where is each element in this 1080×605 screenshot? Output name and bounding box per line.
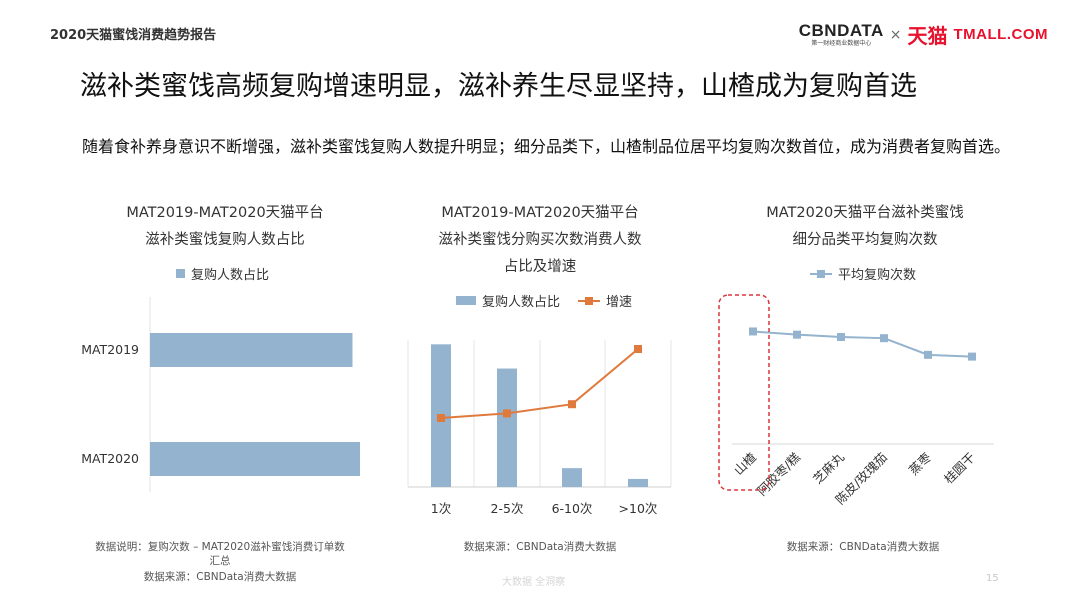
chart2-title-line2: 滋补类蜜饯分购买次数消费人数 <box>438 232 642 248</box>
chart3-note: 数据来源：CBNData消费大数据 <box>786 541 940 553</box>
chart1-title: MAT2019-MAT2020天猫平台 滋补类蜜饯复购人数占比 <box>60 200 390 254</box>
chart2-bar-2 <box>562 468 582 487</box>
chart3-point-4 <box>924 350 932 359</box>
chart1-legend: 复购人数占比 <box>176 264 269 283</box>
chart2-legend-line-label: 增速 <box>606 295 633 310</box>
description: 随着食补养身意识不断增强，滋补类蜜饯复购人数提升明显；细分品类下，山楂制品位居平… <box>82 137 1011 156</box>
chart2-category-label-1: 2-5次 <box>491 501 524 516</box>
chart1-category-label-0: MAT2019 <box>81 342 139 357</box>
chart2-bar-1 <box>497 368 517 487</box>
chart3-category-label-4: 蒸枣 <box>906 449 935 478</box>
chart3-legend-label: 平均复购次数 <box>838 268 917 283</box>
chart2-growth-point-2 <box>568 400 576 409</box>
chart1-bar-0 <box>150 333 353 367</box>
chart1-legend-swatch <box>176 269 185 278</box>
report-title: 2020天猫蜜饯消费趋势报告 <box>50 28 217 43</box>
chart3-title-line1: MAT2020天猫平台滋补类蜜饯 <box>766 205 964 221</box>
chart3-legend: 平均复购次数 <box>810 264 916 283</box>
chart3-point-2 <box>837 333 845 342</box>
chart2-growth-point-1 <box>503 409 511 418</box>
chart3-title-line2: 细分品类平均复购次数 <box>792 232 938 248</box>
chart2-legend-bar-swatch <box>456 296 476 305</box>
chart2-growth-point-0 <box>437 414 445 422</box>
chart1-note: 数据说明：复购次数 – MAT2020滋补蜜饯消费订单数 汇总 数据来源：CBN… <box>70 540 370 584</box>
logo-cross: × <box>889 26 902 43</box>
chart3-category-label-2: 芝麻丸 <box>810 449 847 486</box>
logo: CBNDATA 第一财经商业数据中心 × 天猫 TMALL.COM <box>799 20 1048 49</box>
chart3-category-label-1: 阿胶枣/糕 <box>754 449 803 498</box>
chart3-point-3 <box>880 334 888 343</box>
chart2-title-line3: 占比及增速 <box>503 259 577 275</box>
chart2-category-label-2: 6-10次 <box>552 501 593 516</box>
main-title: 滋补类蜜饯高频复购增速明显，滋补养生尽显坚持，山楂成为复购首选 <box>80 71 917 102</box>
chart2-legend-line-swatch <box>578 296 601 305</box>
chart2-note: 数据来源：CBNData消费大数据 <box>463 541 617 553</box>
cbndata-logo-text: CBNDATA <box>798 21 884 40</box>
tmall-logo-en: TMALL.COM <box>953 26 1048 43</box>
chart3-point-0 <box>749 327 757 336</box>
chart2-legend-bar-label: 复购人数占比 <box>482 295 561 310</box>
chart3-category-label-0: 山楂 <box>731 449 760 478</box>
chart3-legend-line-swatch <box>810 269 832 278</box>
chart1-title-line1: MAT2019-MAT2020天猫平台 <box>126 205 324 221</box>
chart2-title: MAT2019-MAT2020天猫平台 滋补类蜜饯分购买次数消费人数 占比及增速 <box>380 200 700 281</box>
chart3-highlight-box <box>718 294 770 491</box>
chart3-category-label-5: 桂圆干 <box>941 450 978 487</box>
cbndata-logo: CBNDATA 第一财经商业数据中心 <box>799 22 884 47</box>
cbndata-logo-subtitle: 第一财经商业数据中心 <box>811 40 872 47</box>
chart3-line <box>752 330 973 358</box>
footer-watermark: 大数据 全洞察 <box>502 577 566 588</box>
chart1-note-line1: 数据说明：复购次数 – MAT2020滋补蜜饯消费订单数 <box>95 541 345 553</box>
chart3-title: MAT2020天猫平台滋补类蜜饯 细分品类平均复购次数 <box>700 200 1030 254</box>
chart2-legend: 复购人数占比 增速 <box>456 291 632 310</box>
tmall-logo-cn: 天猫 <box>907 26 948 48</box>
chart2-title-line1: MAT2019-MAT2020天猫平台 <box>441 205 639 221</box>
chart1-title-line2: 滋补类蜜饯复购人数占比 <box>145 232 305 248</box>
chart2-growth-line <box>440 348 639 419</box>
chart1-bar-1 <box>150 442 360 476</box>
chart2-category-label-3: >10次 <box>619 501 658 516</box>
chart1-category-label-1: MAT2020 <box>81 451 139 466</box>
chart1-legend-label: 复购人数占比 <box>191 268 270 283</box>
chart1-note-source: 数据来源：CBNData消费大数据 <box>143 571 297 583</box>
chart3-point-1 <box>793 330 801 339</box>
chart2-bar-3 <box>628 478 648 487</box>
page-number: 15 <box>986 573 999 584</box>
chart2-growth-point-3 <box>634 345 642 353</box>
chart3-point-5 <box>968 352 976 361</box>
chart1-note-line2: 汇总 <box>209 555 231 567</box>
chart2-category-label-0: 1次 <box>431 501 451 516</box>
